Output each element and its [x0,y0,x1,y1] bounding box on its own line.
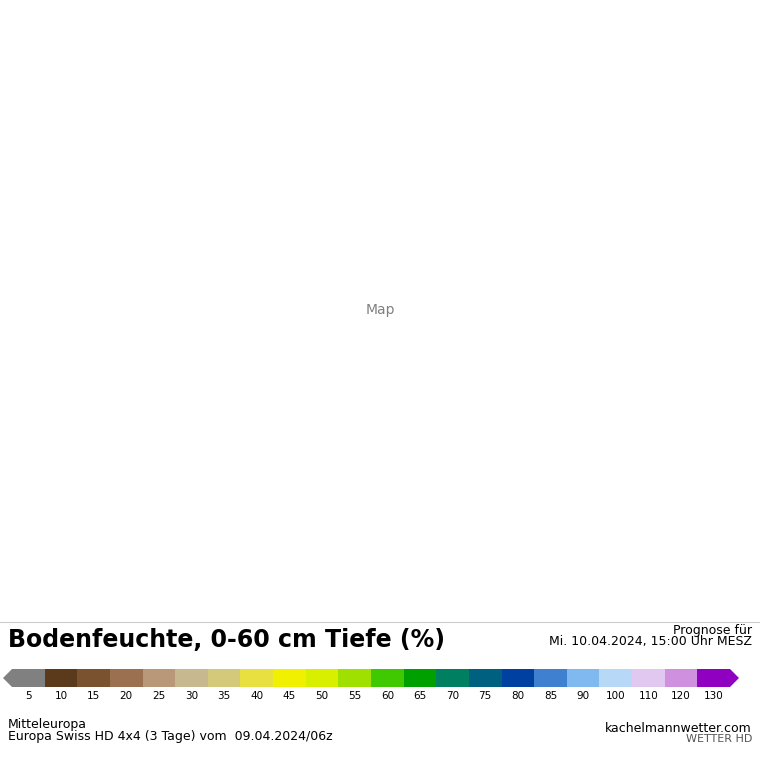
Text: 85: 85 [544,691,557,701]
Bar [338,669,371,687]
Text: 90: 90 [577,691,590,701]
Text: Europa Swiss HD 4x4 (3 Tage) vom  09.04.2024/06z: Europa Swiss HD 4x4 (3 Tage) vom 09.04.2… [8,730,333,743]
Bar [207,669,240,687]
Text: 55: 55 [348,691,361,701]
Bar [567,669,600,687]
Bar [143,669,176,687]
Bar [371,669,404,687]
Text: Prognose für: Prognose für [673,624,752,637]
Bar [78,669,110,687]
Text: 15: 15 [87,691,100,701]
Text: 60: 60 [381,691,394,701]
Text: Map: Map [366,303,394,317]
Bar [110,669,143,687]
Bar [469,669,502,687]
Text: WETTER HD: WETTER HD [686,734,752,744]
Bar [436,669,469,687]
Bar [45,669,78,687]
Bar [698,669,730,687]
Bar [632,669,665,687]
Text: 45: 45 [283,691,296,701]
Text: 40: 40 [250,691,263,701]
Bar [12,669,45,687]
Text: 25: 25 [152,691,166,701]
Text: 120: 120 [671,691,691,701]
Text: 20: 20 [119,691,133,701]
Polygon shape [3,669,12,687]
Text: 10: 10 [55,691,68,701]
Text: 100: 100 [606,691,625,701]
Bar [273,669,306,687]
Text: 75: 75 [479,691,492,701]
Bar [600,669,632,687]
Bar [306,669,338,687]
Bar [665,669,698,687]
Bar [176,669,207,687]
Text: 130: 130 [704,691,724,701]
Bar [240,669,273,687]
Bar [502,669,534,687]
Text: Mitteleuropa: Mitteleuropa [8,718,87,731]
Bar [404,669,436,687]
Text: Bodenfeuchte, 0-60 cm Tiefe (%): Bodenfeuchte, 0-60 cm Tiefe (%) [8,628,445,652]
Text: 80: 80 [511,691,524,701]
Text: 5: 5 [25,691,32,701]
Text: 30: 30 [185,691,198,701]
Polygon shape [730,669,739,687]
Text: 110: 110 [638,691,658,701]
Text: kachelmannwetter.com: kachelmannwetter.com [605,722,752,735]
Text: 35: 35 [217,691,231,701]
Bar [534,669,567,687]
Text: Mi. 10.04.2024, 15:00 Uhr MESZ: Mi. 10.04.2024, 15:00 Uhr MESZ [549,635,752,648]
Text: 65: 65 [413,691,426,701]
Text: 50: 50 [315,691,328,701]
Text: 70: 70 [446,691,459,701]
